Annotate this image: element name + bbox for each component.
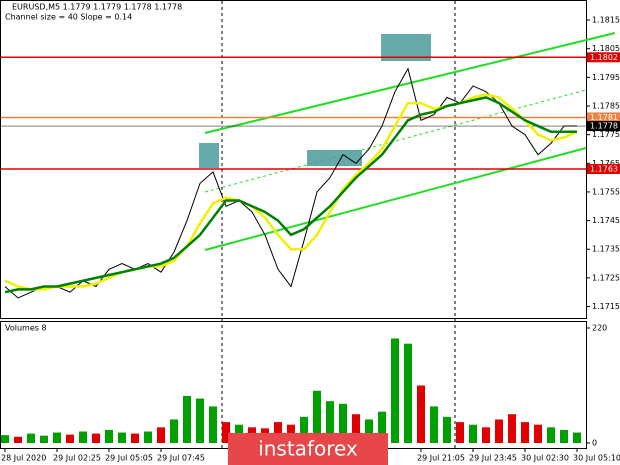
zone-box bbox=[199, 143, 219, 168]
volume-bar bbox=[53, 432, 61, 443]
y-tick-label: 1.1775 bbox=[592, 130, 620, 139]
y-tick-label: 1.1815 bbox=[592, 16, 620, 25]
volume-bar bbox=[196, 398, 204, 443]
volume-bar bbox=[1, 435, 9, 443]
level-box bbox=[587, 112, 620, 123]
zone-box bbox=[381, 34, 431, 61]
volume-bar bbox=[313, 390, 321, 443]
x-tick-label: 30 Jul 02:30 bbox=[521, 454, 569, 463]
level-label: 1.1778 bbox=[590, 122, 618, 131]
volume-bar bbox=[378, 411, 386, 443]
volume-bar bbox=[183, 395, 191, 443]
volume-bar bbox=[352, 414, 360, 443]
volume-bar bbox=[365, 419, 373, 443]
channel-lower bbox=[204, 147, 587, 251]
y-tick-label: 1.1765 bbox=[592, 159, 620, 168]
level-label: 1.1781 bbox=[590, 113, 618, 122]
level-label: 1.1763 bbox=[590, 165, 618, 174]
volume-bar bbox=[14, 436, 22, 443]
volume-bar bbox=[274, 422, 282, 443]
volume-tick-label: 220 bbox=[592, 324, 607, 333]
volume-bar bbox=[300, 416, 308, 443]
volume-bar bbox=[534, 424, 542, 443]
volume-bar bbox=[157, 427, 165, 443]
volume-bar bbox=[118, 432, 126, 443]
level-label: 1.1802 bbox=[590, 53, 618, 62]
volume-bar bbox=[209, 406, 217, 443]
volume-bar bbox=[443, 416, 451, 443]
volume-bar bbox=[521, 422, 529, 443]
level-box bbox=[587, 52, 620, 63]
volume-bar bbox=[40, 435, 48, 443]
volume-bar bbox=[170, 419, 178, 443]
volume-bar bbox=[144, 431, 152, 443]
volume-bar bbox=[430, 406, 438, 443]
volume-bar bbox=[482, 427, 490, 443]
volume-bar bbox=[456, 422, 464, 443]
volume-bar bbox=[417, 385, 425, 443]
level-box bbox=[587, 121, 620, 132]
price-line bbox=[4, 96, 577, 294]
watermark: instaforex bbox=[258, 437, 358, 461]
price-line bbox=[4, 93, 578, 291]
volume-bar bbox=[66, 434, 74, 443]
zone-box bbox=[307, 150, 362, 166]
volume-bar bbox=[508, 414, 516, 443]
volume-bar bbox=[547, 427, 555, 443]
y-tick-label: 1.1795 bbox=[592, 73, 620, 82]
x-tick-label: 30 Jul 05:10 bbox=[573, 454, 620, 463]
y-tick-label: 1.1725 bbox=[592, 273, 620, 282]
volume-bar bbox=[79, 431, 87, 443]
chart-title: EURUSD,M5 1.1779 1.1779 1.1778 1.1778 bbox=[12, 3, 182, 12]
volume-bar bbox=[92, 433, 100, 443]
volume-bar bbox=[105, 429, 113, 443]
x-tick-label: 28 Jul 2020 bbox=[1, 454, 46, 463]
volume-title: Volumes 8 bbox=[5, 324, 47, 333]
y-tick-label: 1.1715 bbox=[592, 302, 620, 311]
volume-bar bbox=[339, 403, 347, 443]
chart-subtitle: Channel size = 40 Slope = 0.14 bbox=[5, 13, 132, 22]
channel-upper bbox=[204, 32, 616, 134]
x-tick-label: 29 Jul 02:25 bbox=[53, 454, 101, 463]
x-tick-label: 29 Jul 07:45 bbox=[157, 454, 205, 463]
y-tick-label: 1.1805 bbox=[592, 44, 620, 53]
volume-bar bbox=[495, 419, 503, 443]
x-tick-label: 29 Jul 05:05 bbox=[105, 454, 153, 463]
y-tick-label: 1.1735 bbox=[592, 245, 620, 254]
volume-bar bbox=[404, 343, 412, 443]
volume-bar bbox=[222, 422, 230, 443]
volume-bar bbox=[131, 433, 139, 443]
y-tick-label: 1.1755 bbox=[592, 187, 620, 196]
x-tick-label: 29 Jul 21:05 bbox=[417, 454, 465, 463]
y-tick-label: 1.1785 bbox=[592, 102, 620, 111]
x-tick-label: 29 Jul 23:45 bbox=[469, 454, 517, 463]
volume-bar bbox=[391, 338, 399, 443]
volume-bar bbox=[573, 432, 581, 443]
watermark-box bbox=[228, 433, 388, 465]
volume-bar bbox=[560, 429, 568, 443]
level-box bbox=[587, 164, 620, 175]
volume-tick-label: 0 bbox=[592, 439, 597, 448]
volume-bar bbox=[27, 433, 35, 443]
price-panel bbox=[0, 0, 587, 319]
volume-bar bbox=[469, 424, 477, 443]
y-tick-label: 1.1745 bbox=[592, 216, 620, 225]
volume-bar bbox=[326, 401, 334, 443]
